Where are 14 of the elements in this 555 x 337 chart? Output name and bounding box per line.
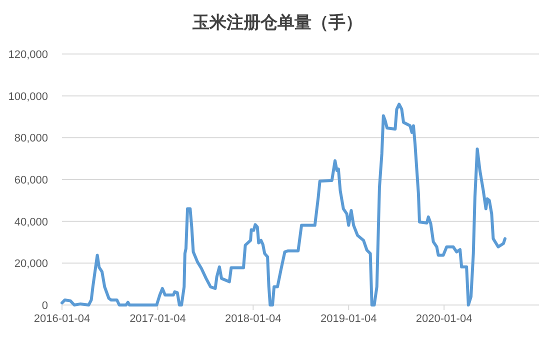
x-tick-label: 2018-01-04 [225, 313, 282, 325]
x-tick-label: 2016-01-04 [34, 313, 90, 325]
chart-title: 玉米注册仓单量（手） [192, 13, 362, 33]
y-tick-label: 100,000 [8, 90, 48, 103]
y-tick-label: 40,000 [14, 216, 48, 228]
x-tick-label: 2019-01-04 [320, 313, 377, 325]
y-tick-label: 20,000 [14, 258, 48, 270]
y-tick-label: 60,000 [14, 174, 48, 186]
y-tick-label: 80,000 [14, 132, 48, 145]
x-tick-label: 2017-01-04 [130, 313, 186, 325]
y-tick-label: 120,000 [8, 49, 48, 61]
line-series [60, 102, 507, 306]
y-tick-label: 0 [42, 300, 48, 312]
x-tick-label: 2020-01-04 [416, 313, 472, 325]
